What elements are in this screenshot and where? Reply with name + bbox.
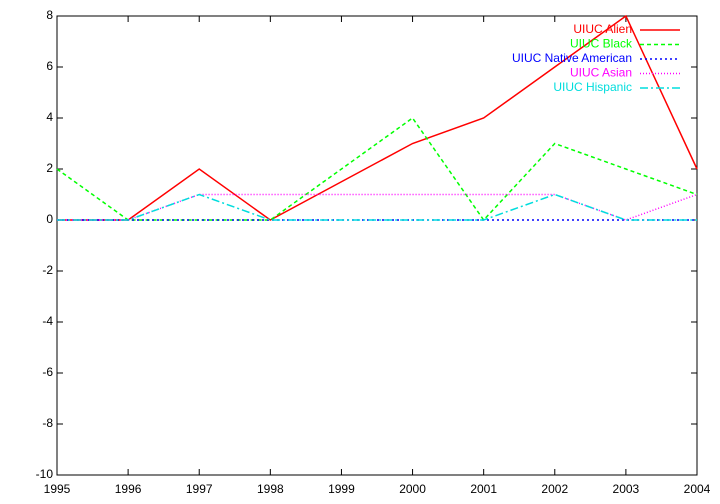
series-line (56, 116, 698, 222)
y-tick-label: -6 (42, 365, 53, 379)
y-tick-label: 0 (46, 212, 53, 226)
legend-label: UIUC Native American (512, 51, 632, 65)
legend-label: UIUC Hispanic (553, 80, 632, 94)
x-tick-label: 1996 (115, 482, 142, 496)
x-tick-label: 2001 (470, 482, 497, 496)
y-tick-label: -10 (36, 467, 54, 481)
y-tick-label: 6 (46, 59, 53, 73)
y-tick-label: -4 (42, 314, 53, 328)
legend-label: UIUC Alien (573, 22, 632, 36)
series-line (57, 193, 698, 221)
series-line (57, 14, 698, 221)
x-tick-label: 1995 (44, 482, 71, 496)
x-tick-label: 2000 (399, 482, 426, 496)
y-tick-label: 8 (46, 8, 53, 22)
y-tick-label: 4 (46, 110, 53, 124)
x-tick-label: 1997 (186, 482, 213, 496)
y-tick-label: -2 (42, 263, 53, 277)
x-tick-label: 2003 (613, 482, 640, 496)
x-tick-label: 1999 (328, 482, 355, 496)
legend-label: UIUC Black (570, 37, 633, 51)
x-tick-label: 1998 (257, 482, 284, 496)
legend-label: UIUC Asian (570, 66, 632, 80)
y-tick-label: 2 (46, 161, 53, 175)
plot-frame (56, 15, 698, 476)
x-tick-label: 2002 (541, 482, 568, 496)
y-tick-label: -8 (42, 416, 53, 430)
series-line (57, 193, 697, 221)
x-tick-label: 2004 (684, 482, 711, 496)
